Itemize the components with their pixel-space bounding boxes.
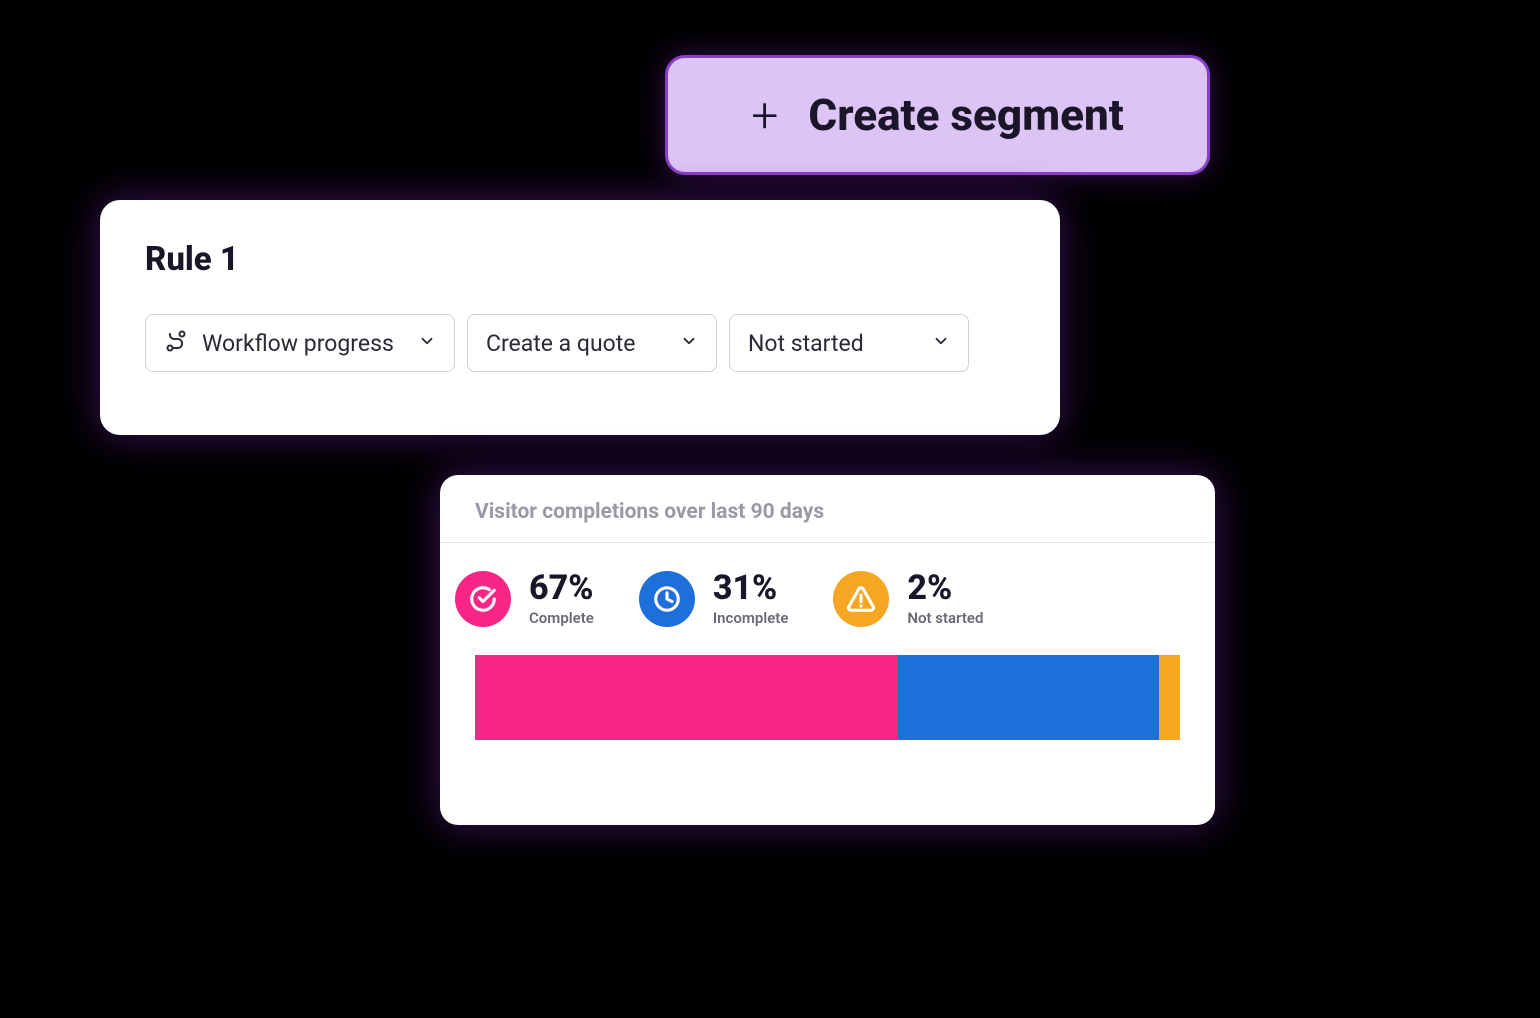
completion-bar: [475, 655, 1180, 740]
create-quote-dropdown[interactable]: Create a quote: [467, 314, 717, 372]
workflow-progress-dropdown[interactable]: Workflow progress: [145, 314, 455, 372]
not-started-dropdown[interactable]: Not started: [729, 314, 969, 372]
metric-percent: 31%: [713, 571, 789, 605]
chevron-down-icon: [932, 332, 950, 354]
warning-icon: [833, 571, 889, 627]
rule-title: Rule 1: [145, 240, 1015, 279]
stats-metrics: 67% Complete 31% Incomplete: [440, 543, 1215, 627]
bar-segment-incomplete: [898, 655, 1159, 740]
metric-label: Not started: [907, 609, 983, 627]
bar-segment-not-started: [1159, 655, 1180, 740]
dropdown-label: Create a quote: [486, 330, 666, 357]
metric-percent: 2%: [907, 571, 983, 605]
rule-card: Rule 1 Workflow progress Create a quote: [100, 200, 1060, 435]
check-circle-icon: [455, 571, 511, 627]
clock-icon: [639, 571, 695, 627]
metric-label: Incomplete: [713, 609, 789, 627]
dropdown-label: Workflow progress: [202, 330, 404, 357]
plus-icon: +: [751, 87, 778, 144]
route-icon: [164, 329, 188, 357]
metric-not-started: 2% Not started: [833, 571, 983, 627]
create-segment-button[interactable]: + Create segment: [665, 55, 1210, 175]
chevron-down-icon: [680, 332, 698, 354]
metric-complete: 67% Complete: [455, 571, 594, 627]
chevron-down-icon: [418, 332, 436, 354]
create-segment-label: Create segment: [808, 89, 1123, 141]
rule-dropdowns: Workflow progress Create a quote Not sta…: [145, 314, 1015, 372]
bar-segment-complete: [475, 655, 898, 740]
dropdown-label: Not started: [748, 330, 918, 357]
metric-percent: 67%: [529, 571, 594, 605]
stats-header: Visitor completions over last 90 days: [440, 475, 1215, 543]
metric-label: Complete: [529, 609, 594, 627]
visitor-completions-card: Visitor completions over last 90 days 67…: [440, 475, 1215, 825]
metric-incomplete: 31% Incomplete: [639, 571, 789, 627]
